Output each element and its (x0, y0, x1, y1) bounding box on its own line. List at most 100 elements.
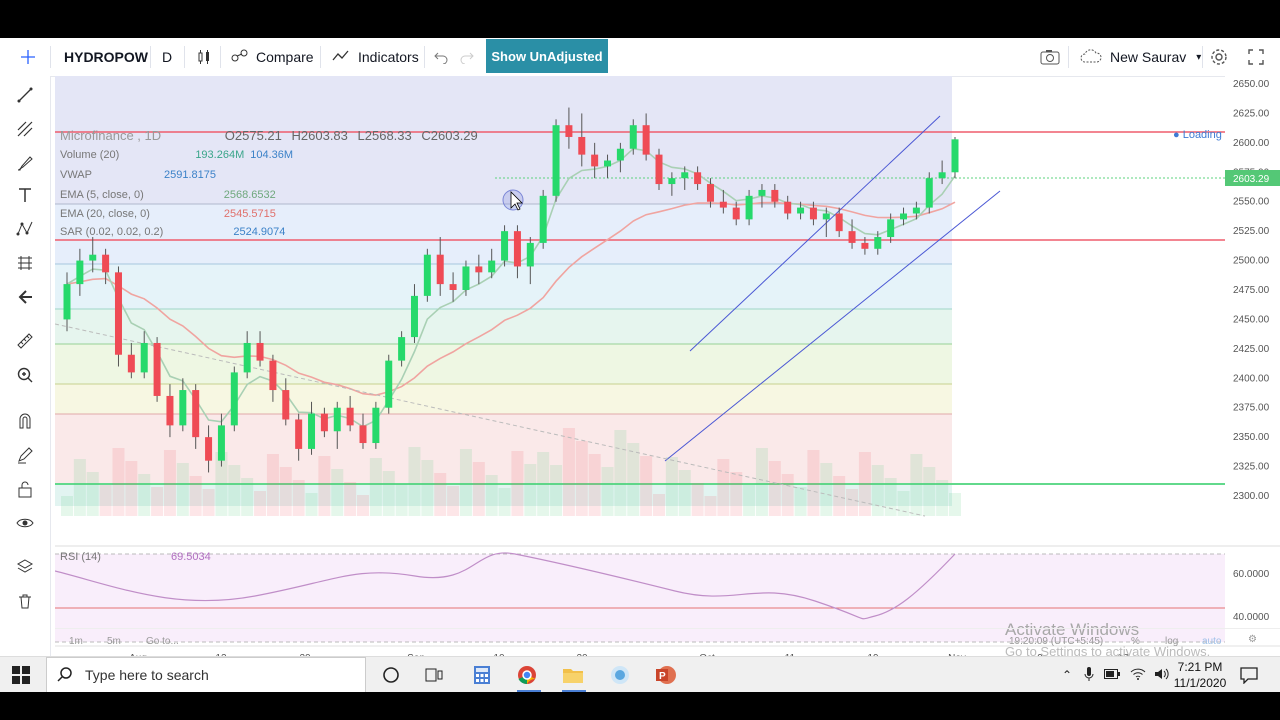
rsi-tick-label: 60.0000 (1233, 569, 1270, 580)
candle-body (488, 260, 496, 273)
date-tick-label: 11 (785, 653, 796, 656)
cortana-icon[interactable] (382, 666, 400, 689)
goto-date[interactable]: Go to... (146, 636, 179, 647)
battery-icon[interactable] (1104, 668, 1121, 682)
windows-start-icon[interactable] (12, 666, 30, 689)
volume-bar (833, 476, 846, 516)
candle-body (604, 160, 612, 167)
volume-bar (485, 475, 498, 516)
user-label: New Saurav (1110, 49, 1187, 65)
microphone-icon[interactable] (1084, 666, 1094, 684)
brush-icon[interactable] (12, 150, 38, 176)
redo-icon[interactable] (460, 38, 474, 76)
camera-icon[interactable] (1040, 38, 1060, 76)
rsi-background (55, 554, 1225, 642)
volume-bar (562, 428, 575, 516)
volume-icon[interactable] (1154, 668, 1170, 683)
candle-body (410, 295, 418, 338)
volume-bar (884, 478, 897, 516)
trash-icon[interactable] (12, 588, 38, 614)
interval-selector[interactable]: D (162, 49, 173, 65)
wifi-icon[interactable] (1130, 668, 1146, 683)
timeframe-1m[interactable]: 1m (69, 636, 83, 647)
candle-body (539, 195, 547, 243)
candle-body (694, 172, 702, 185)
volume-bar (369, 458, 382, 516)
layers-icon[interactable] (12, 554, 38, 580)
compare-button[interactable]: Compare (230, 38, 314, 76)
lock-icon[interactable] (12, 476, 38, 502)
timeframe-5m[interactable]: 5m (107, 636, 121, 647)
chart-area[interactable]: 2650.002625.002600.002575.002550.002525.… (54, 76, 1280, 656)
candle-body (436, 254, 444, 285)
date-tick-label: 20 (299, 653, 311, 656)
calculator-icon[interactable] (472, 665, 492, 690)
fib-tool-icon[interactable] (12, 116, 38, 142)
price-tick-label: 2500.00 (1233, 256, 1270, 267)
powerpoint-icon[interactable]: P (655, 665, 677, 690)
indicators-button[interactable]: Indicators (332, 38, 419, 76)
settings-small-icon[interactable]: ⚙ (1248, 634, 1257, 645)
log-toggle[interactable]: log (1165, 636, 1179, 647)
candle-body (230, 372, 238, 426)
media-app-icon[interactable] (610, 665, 630, 690)
volume-bar (176, 463, 189, 516)
prediction-tool-icon[interactable] (12, 250, 38, 276)
chrome-icon[interactable] (517, 665, 537, 690)
volume-bar (138, 474, 151, 516)
text-tool-icon[interactable] (12, 182, 38, 208)
volume-bar (897, 491, 910, 516)
crosshair-icon[interactable] (20, 38, 36, 76)
candle-body (102, 254, 110, 273)
notification-icon[interactable] (1240, 666, 1258, 689)
taskbar-time: 7:21 PM (1177, 660, 1223, 674)
volume-bar (125, 461, 138, 516)
volume-legend: Volume (20) 193.264M 104.36M (60, 149, 294, 161)
candles (63, 107, 959, 473)
candle-body (282, 390, 290, 420)
volume-bar (923, 467, 936, 516)
chevron-up-icon[interactable]: ⌃ (1062, 668, 1073, 682)
price-tick-label: 2325.00 (1233, 462, 1270, 473)
chart-type-icon[interactable] (196, 38, 212, 76)
fullscreen-icon[interactable] (1248, 38, 1264, 76)
candle-body (192, 390, 200, 438)
percent-toggle[interactable]: % (1131, 636, 1140, 647)
zoom-icon[interactable] (12, 362, 38, 388)
volume-bar (498, 488, 511, 516)
trend-line-icon[interactable] (12, 82, 38, 108)
ema20-line (66, 201, 956, 396)
back-arrow-icon[interactable] (12, 284, 38, 310)
pattern-tool-icon[interactable] (12, 216, 38, 242)
auto-toggle[interactable]: auto (1202, 636, 1222, 647)
symbol-search[interactable]: HYDROPOW (64, 49, 148, 65)
undo-icon[interactable] (434, 38, 448, 76)
candle-body (372, 407, 380, 444)
candle-body (89, 254, 97, 261)
candle-body (771, 189, 779, 202)
file-explorer-icon[interactable] (562, 665, 584, 690)
task-view-icon[interactable] (425, 666, 443, 689)
gear-icon[interactable] (1210, 38, 1228, 76)
search-placeholder: Type here to search (85, 667, 209, 683)
show-unadjusted-button[interactable]: Show UnAdjusted (486, 39, 608, 73)
taskbar-search[interactable]: Type here to search (46, 657, 366, 693)
eye-icon[interactable] (12, 510, 38, 536)
price-chart[interactable]: 2650.002625.002600.002575.002550.002525.… (54, 76, 1280, 656)
volume-bar (820, 463, 833, 516)
layout-menu[interactable]: New Saurav ▾ (1080, 38, 1201, 76)
price-tick-label: 2400.00 (1233, 373, 1270, 384)
magnet-icon[interactable] (12, 408, 38, 434)
volume-bar (344, 482, 357, 516)
volume-bar (99, 485, 112, 516)
volume-bar (730, 472, 743, 516)
volume-bar (112, 448, 125, 516)
taskbar-clock[interactable]: 7:21 PM 11/1/2020 (1172, 659, 1228, 691)
volume-bar (189, 476, 202, 516)
volume-bar (434, 473, 447, 516)
candle-body (217, 425, 225, 461)
ruler-icon[interactable] (12, 328, 38, 354)
rsi-legend: RSI (14) 69.5034 (60, 551, 211, 563)
drawing-mode-icon[interactable] (12, 442, 38, 468)
candle-body (140, 342, 148, 373)
